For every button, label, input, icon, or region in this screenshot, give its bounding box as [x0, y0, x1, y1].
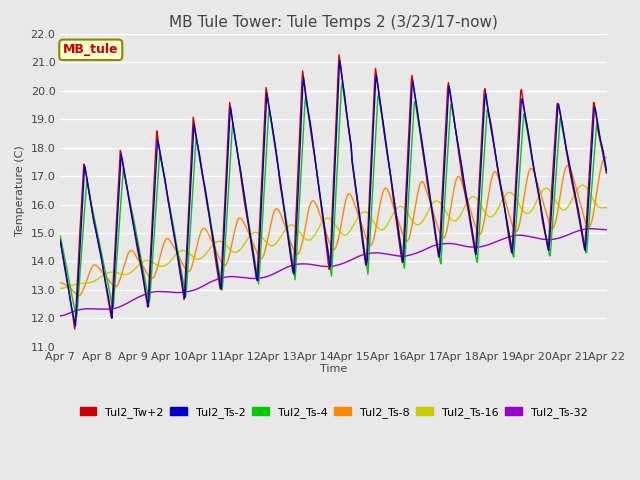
Title: MB Tule Tower: Tule Temps 2 (3/23/17-now): MB Tule Tower: Tule Temps 2 (3/23/17-now…	[169, 15, 498, 30]
Text: MB_tule: MB_tule	[63, 43, 118, 56]
Legend: Tul2_Tw+2, Tul2_Ts-2, Tul2_Ts-4, Tul2_Ts-8, Tul2_Ts-16, Tul2_Ts-32: Tul2_Tw+2, Tul2_Ts-2, Tul2_Ts-4, Tul2_Ts…	[75, 402, 592, 422]
X-axis label: Time: Time	[320, 364, 347, 374]
Y-axis label: Temperature (C): Temperature (C)	[15, 145, 25, 236]
